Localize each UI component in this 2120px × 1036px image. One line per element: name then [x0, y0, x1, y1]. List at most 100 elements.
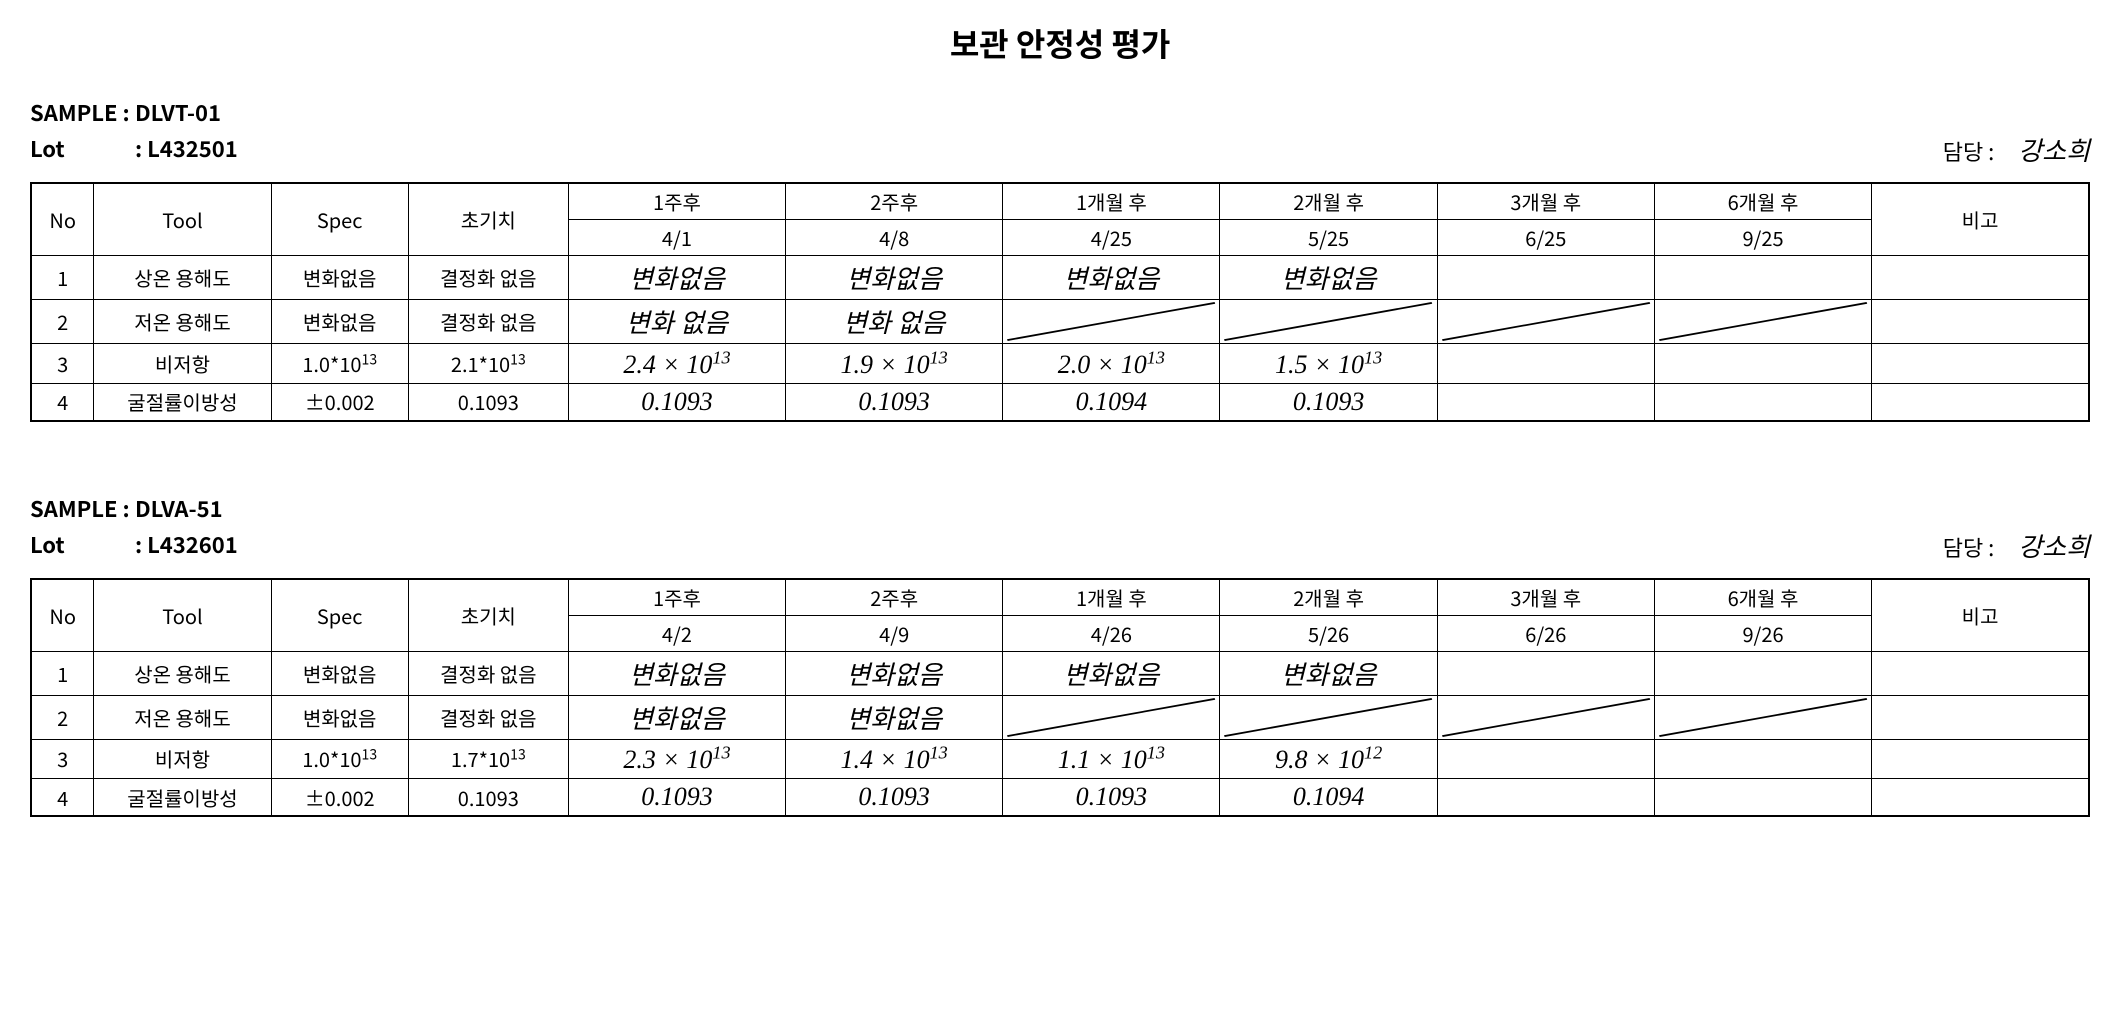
person-label: 담당 : [1943, 135, 1995, 167]
cell-no: 1 [31, 256, 94, 300]
col-period: 2주후 [786, 579, 1003, 616]
cell-value: 변화없음 [786, 695, 1003, 739]
cell-init: 0.1093 [408, 383, 568, 421]
cell-diagonal [1220, 695, 1437, 739]
cell-diagonal [1437, 300, 1654, 344]
cell-bigo [1872, 344, 2089, 384]
cell-value: 변화없음 [568, 651, 785, 695]
cell-spec: 1.0*1013 [271, 344, 408, 384]
col-period: 6개월 후 [1654, 183, 1871, 220]
section-meta: SAMPLE : DLVT-01 Lot : L432501 담당 : 강소희 [30, 96, 2090, 168]
cell-value: 0.1094 [1003, 383, 1220, 421]
col-date: 6/25 [1437, 220, 1654, 256]
cell-spec: 변화없음 [271, 695, 408, 739]
cell-init: 0.1093 [408, 779, 568, 817]
cell-value: 0.1093 [1003, 779, 1220, 817]
cell-value: 2.0 × 1013 [1003, 344, 1220, 384]
col-period: 2주후 [786, 183, 1003, 220]
table-row: 3 비저항 1.0*1013 1.7*1013 2.3 × 10131.4 × … [31, 739, 2089, 779]
sample-label: SAMPLE : [30, 492, 130, 524]
cell-diagonal [1003, 300, 1220, 344]
cell-value: 변화없음 [568, 695, 785, 739]
cell-bigo [1872, 779, 2089, 817]
cell-value: 변화 없음 [786, 300, 1003, 344]
col-date: 5/26 [1220, 615, 1437, 651]
cell-value: 1.1 × 1013 [1003, 739, 1220, 779]
cell-value: 1.4 × 1013 [786, 739, 1003, 779]
col-date: 4/1 [568, 220, 785, 256]
col-period: 1개월 후 [1003, 579, 1220, 616]
col-bigo: 비고 [1872, 579, 2089, 652]
cell-spec: 1.0*1013 [271, 739, 408, 779]
cell-value [1437, 344, 1654, 384]
cell-value: 1.5 × 1013 [1220, 344, 1437, 384]
table-row: 1 상온 용해도 변화없음 결정화 없음 변화없음변화없음변화없음변화없음 [31, 651, 2089, 695]
col-date: 6/26 [1437, 615, 1654, 651]
page-title: 보관 안정성 평가 [30, 20, 2090, 66]
cell-bigo [1872, 695, 2089, 739]
cell-init: 결정화 없음 [408, 256, 568, 300]
col-period: 1주후 [568, 579, 785, 616]
cell-spec: ±0.002 [271, 779, 408, 817]
cell-value: 변화없음 [1220, 651, 1437, 695]
col-date: 4/25 [1003, 220, 1220, 256]
col-date: 9/25 [1654, 220, 1871, 256]
cell-no: 2 [31, 695, 94, 739]
cell-tool: 상온 용해도 [94, 651, 271, 695]
col-no: No [31, 579, 94, 652]
cell-value [1437, 779, 1654, 817]
cell-init: 결정화 없음 [408, 695, 568, 739]
cell-value: 1.9 × 1013 [786, 344, 1003, 384]
col-date: 4/2 [568, 615, 785, 651]
sample-value: DLVT-01 [135, 96, 221, 128]
cell-value [1654, 739, 1871, 779]
cell-init: 결정화 없음 [408, 300, 568, 344]
table-row: 1 상온 용해도 변화없음 결정화 없음 변화없음변화없음변화없음변화없음 [31, 256, 2089, 300]
cell-spec: 변화없음 [271, 300, 408, 344]
cell-spec: 변화없음 [271, 651, 408, 695]
col-date: 4/26 [1003, 615, 1220, 651]
cell-value: 변화없음 [568, 256, 785, 300]
cell-value [1654, 383, 1871, 421]
table-row: 3 비저항 1.0*1013 2.1*1013 2.4 × 10131.9 × … [31, 344, 2089, 384]
person-value: 강소희 [2018, 131, 2090, 168]
col-date: 4/9 [786, 615, 1003, 651]
col-spec: Spec [271, 183, 408, 256]
cell-diagonal [1003, 695, 1220, 739]
cell-init: 1.7*1013 [408, 739, 568, 779]
cell-value [1437, 651, 1654, 695]
cell-value: 변화없음 [786, 651, 1003, 695]
cell-spec: 변화없음 [271, 256, 408, 300]
col-no: No [31, 183, 94, 256]
col-init: 초기치 [408, 183, 568, 256]
stability-section: SAMPLE : DLVA-51 Lot : L432601 담당 : 강소희 [30, 492, 2090, 818]
cell-bigo [1872, 651, 2089, 695]
cell-no: 4 [31, 779, 94, 817]
sample-label: SAMPLE : [30, 96, 130, 128]
cell-value: 변화 없음 [568, 300, 785, 344]
cell-no: 3 [31, 344, 94, 384]
cell-no: 4 [31, 383, 94, 421]
cell-diagonal [1437, 695, 1654, 739]
cell-value: 변화없음 [1003, 651, 1220, 695]
col-date: 5/25 [1220, 220, 1437, 256]
cell-value [1654, 256, 1871, 300]
cell-init: 2.1*1013 [408, 344, 568, 384]
cell-value [1654, 651, 1871, 695]
cell-diagonal [1654, 695, 1871, 739]
cell-value [1654, 779, 1871, 817]
cell-tool: 굴절률이방성 [94, 383, 271, 421]
col-period: 1주후 [568, 183, 785, 220]
section-meta: SAMPLE : DLVA-51 Lot : L432601 담당 : 강소희 [30, 492, 2090, 564]
cell-value [1437, 256, 1654, 300]
stability-section: SAMPLE : DLVT-01 Lot : L432501 담당 : 강소희 [30, 96, 2090, 422]
table-row: 2 저온 용해도 변화없음 결정화 없음 변화없음변화없음 [31, 695, 2089, 739]
lot-value: : L432501 [135, 132, 238, 164]
table-row: 4 굴절률이방성 ±0.002 0.1093 0.10930.10930.109… [31, 779, 2089, 817]
cell-diagonal [1654, 300, 1871, 344]
col-period: 2개월 후 [1220, 579, 1437, 616]
cell-value: 2.3 × 1013 [568, 739, 785, 779]
col-period: 3개월 후 [1437, 183, 1654, 220]
cell-tool: 저온 용해도 [94, 695, 271, 739]
stability-table: No Tool Spec 초기치 1주후2주후1개월 후2개월 후3개월 후6개… [30, 578, 2090, 818]
